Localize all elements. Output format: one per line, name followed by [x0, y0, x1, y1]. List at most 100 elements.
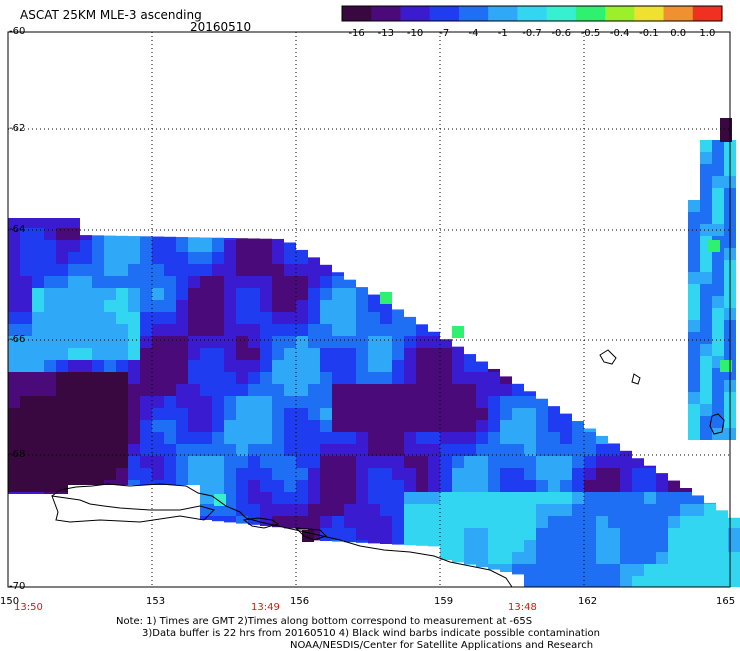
data-cell [80, 456, 92, 468]
data-cell [200, 444, 212, 456]
data-cell [272, 420, 284, 432]
data-cell [20, 264, 32, 276]
data-cell [128, 396, 140, 408]
data-cell [488, 492, 500, 504]
data-cell [104, 444, 116, 456]
data-cell [368, 492, 380, 504]
data-cell [44, 336, 56, 348]
data-cell [20, 348, 32, 360]
data-cell [368, 528, 380, 540]
data-cell [356, 528, 368, 540]
data-cell [596, 528, 608, 540]
data-cell [272, 300, 284, 312]
data-cell [320, 456, 332, 468]
data-cell [512, 456, 524, 468]
data-cell [512, 492, 524, 504]
colorbar-swatch [371, 6, 401, 21]
data-cell [536, 420, 548, 432]
data-cell [176, 432, 188, 444]
data-cell [308, 348, 320, 360]
data-cell [344, 504, 356, 516]
data-cell [272, 348, 284, 360]
data-cell [32, 300, 44, 312]
data-cell [224, 252, 236, 264]
data-cell [92, 372, 104, 384]
data-cell [440, 516, 452, 528]
data-cell [572, 540, 584, 552]
data-cell [416, 468, 428, 480]
data-cell [272, 240, 284, 252]
data-cell [548, 540, 560, 552]
data-cell [92, 324, 104, 336]
data-cell [248, 444, 260, 456]
data-cell [116, 312, 128, 324]
data-cell [116, 276, 128, 288]
data-cell [236, 312, 248, 324]
data-cell [500, 492, 512, 504]
data-cell [632, 468, 644, 480]
data-cell [584, 528, 596, 540]
data-cell [356, 336, 368, 348]
data-cell [536, 504, 548, 516]
data-cell [440, 480, 452, 492]
data-cell [464, 552, 476, 564]
data-cell [284, 492, 296, 504]
longitude-label: 162 [578, 596, 597, 607]
data-cell [368, 468, 380, 480]
data-cell [56, 300, 68, 312]
data-cell [152, 336, 164, 348]
data-cell [200, 360, 212, 372]
data-cell [308, 396, 320, 408]
data-cell [296, 456, 308, 468]
data-cell [644, 528, 656, 540]
data-cell [488, 480, 500, 492]
data-cell [700, 428, 712, 440]
data-cell [680, 576, 692, 587]
data-cell [308, 288, 320, 300]
longitude-label: 156 [290, 596, 309, 607]
data-cell [392, 516, 404, 528]
data-cell [104, 432, 116, 444]
data-cell [464, 516, 476, 528]
data-cell [92, 348, 104, 360]
data-cell [584, 456, 596, 468]
data-cell [260, 264, 272, 276]
data-cell [200, 480, 212, 492]
data-cell [284, 516, 296, 528]
data-cell [236, 408, 248, 420]
data-cell [32, 420, 44, 432]
data-cell [392, 312, 404, 324]
data-cell [128, 336, 140, 348]
data-cell [712, 152, 724, 164]
data-cell [380, 312, 392, 324]
data-cell [32, 372, 44, 384]
data-cell [128, 264, 140, 276]
data-cell [700, 152, 712, 164]
data-cell [56, 396, 68, 408]
data-cell [260, 240, 272, 252]
data-cell [140, 276, 152, 288]
data-cell [20, 288, 32, 300]
data-cell [32, 396, 44, 408]
data-cell [608, 540, 620, 552]
data-cell [380, 432, 392, 444]
data-cell [656, 528, 668, 540]
data-cell [284, 348, 296, 360]
data-cell [572, 576, 584, 587]
data-cell [488, 384, 500, 396]
data-cell [44, 480, 56, 492]
data-cell [620, 456, 632, 468]
data-cell [572, 528, 584, 540]
data-cell [632, 564, 644, 576]
data-cell [272, 312, 284, 324]
data-cell [596, 444, 608, 456]
data-cell [164, 444, 176, 456]
data-cell [164, 336, 176, 348]
data-cell [392, 540, 404, 545]
data-cell [20, 492, 32, 494]
data-cell [320, 372, 332, 384]
data-cell [416, 516, 428, 528]
data-cell [236, 288, 248, 300]
data-cell [380, 384, 392, 396]
data-cell [80, 252, 92, 264]
